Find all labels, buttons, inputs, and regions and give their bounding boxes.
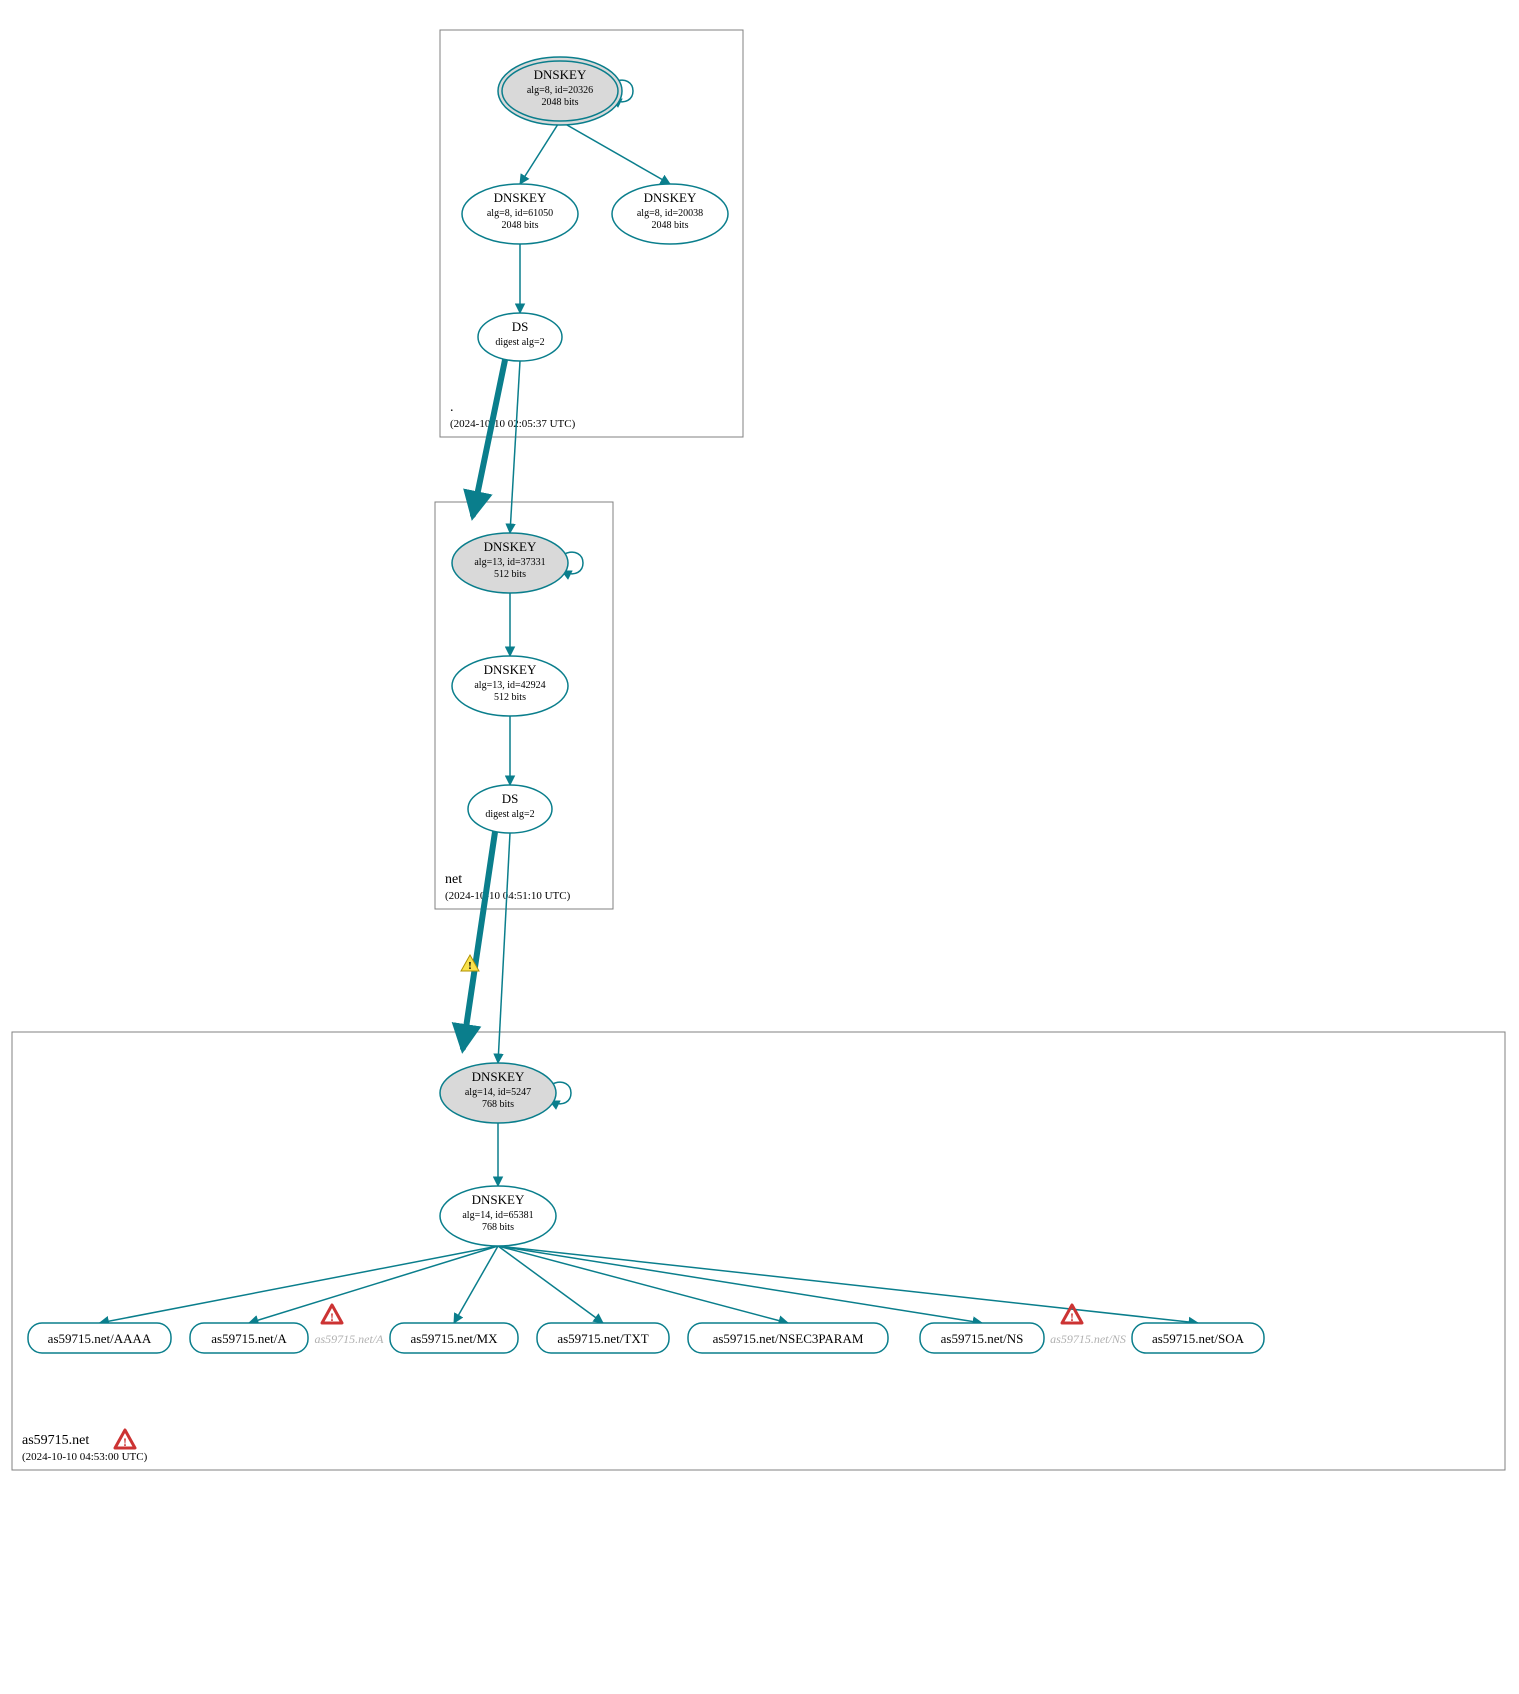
node-label: 512 bits	[494, 692, 526, 703]
node-label: DNSKEY	[484, 662, 537, 677]
rrset-label: as59715.net/A	[211, 1331, 287, 1346]
svg-text:!: !	[1070, 1310, 1074, 1324]
zone-timestamp: (2024-10-10 02:05:37 UTC)	[450, 418, 576, 430]
node-label: DNSKEY	[644, 190, 697, 205]
error-icon: !	[322, 1305, 342, 1324]
zone-timestamp: (2024-10-10 04:53:00 UTC)	[22, 1451, 148, 1463]
node-label: 512 bits	[494, 569, 526, 580]
svg-text:!: !	[123, 1435, 127, 1449]
node-label: 2048 bits	[652, 220, 689, 231]
node-label: DNSKEY	[534, 67, 587, 82]
node-label: alg=8, id=61050	[487, 208, 553, 219]
rrset-label: as59715.net/TXT	[557, 1331, 648, 1346]
node-label: alg=8, id=20038	[637, 208, 703, 219]
node-label: DNSKEY	[494, 190, 547, 205]
ghost-label: as59715.net/NS	[1050, 1332, 1126, 1346]
rrset-label: as59715.net/SOA	[1152, 1331, 1245, 1346]
edge	[560, 121, 670, 184]
node-label: DS	[512, 319, 529, 334]
rrset-label: as59715.net/MX	[410, 1331, 498, 1346]
node-label: DS	[502, 791, 519, 806]
node-label: alg=14, id=65381	[462, 1210, 533, 1221]
node-label: DNSKEY	[484, 539, 537, 554]
node-label: 768 bits	[482, 1222, 514, 1233]
error-icon: !	[115, 1430, 135, 1449]
edge	[100, 1246, 499, 1323]
node-label: 768 bits	[482, 1099, 514, 1110]
edge	[520, 121, 560, 184]
node-label: DNSKEY	[472, 1192, 525, 1207]
node-label: digest alg=2	[495, 337, 544, 348]
rrset-label: as59715.net/NSEC3PARAM	[713, 1331, 864, 1346]
svg-text:!: !	[468, 960, 472, 972]
node-label: 2048 bits	[502, 220, 539, 231]
dnssec-diagram: . (2024-10-10 02:05:37 UTC) net (2024-10-10…	[0, 0, 1519, 1694]
node-label: 2048 bits	[542, 97, 579, 108]
delegation-edge	[463, 832, 495, 1048]
rrset-label: as59715.net/AAAA	[48, 1331, 152, 1346]
svg-text:!: !	[330, 1310, 334, 1324]
zone-label: net	[445, 872, 462, 887]
node-label: digest alg=2	[485, 809, 534, 820]
rrset-label: as59715.net/NS	[941, 1331, 1024, 1346]
edge	[510, 361, 520, 533]
zone-box	[12, 1032, 1505, 1470]
node-label: alg=13, id=42924	[474, 680, 545, 691]
edge	[498, 1246, 603, 1323]
node-label: alg=13, id=37331	[474, 557, 545, 568]
node-label: DNSKEY	[472, 1069, 525, 1084]
node-label: alg=8, id=20326	[527, 85, 593, 96]
edge	[498, 1246, 982, 1323]
zone-label: as59715.net	[22, 1433, 89, 1448]
zone-timestamp: (2024-10-10 04:51:10 UTC)	[445, 890, 571, 902]
node-label: alg=14, id=5247	[465, 1087, 531, 1098]
ghost-label: as59715.net/A	[315, 1332, 385, 1346]
edge	[498, 833, 510, 1063]
edge	[498, 1246, 1198, 1323]
zone-label: .	[450, 400, 454, 415]
